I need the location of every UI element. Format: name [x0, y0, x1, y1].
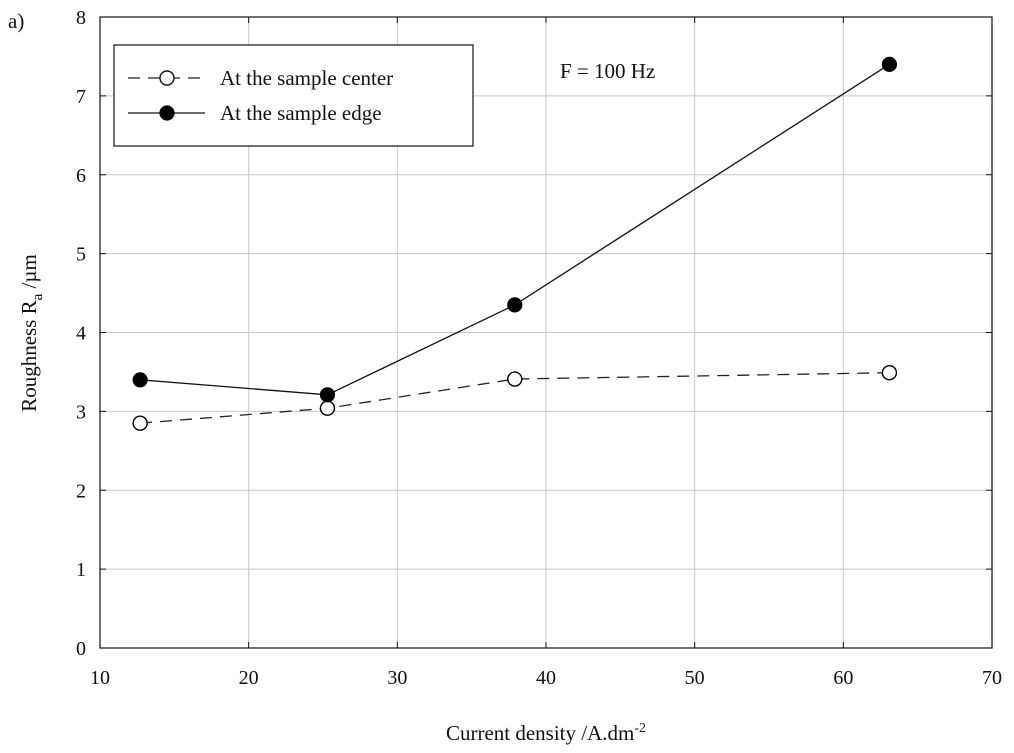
x-tick-label: 10: [90, 667, 110, 689]
y-axis-title-sub: a: [30, 293, 46, 300]
y-tick-label: 4: [76, 323, 86, 345]
y-tick-label: 7: [76, 86, 86, 108]
legend-label-edge: At the sample edge: [220, 101, 382, 125]
data-point-edge: [881, 56, 898, 72]
legend: At the sample center At the sample edge: [113, 44, 474, 147]
y-tick-label: 1: [76, 559, 86, 581]
data-point-edge: [132, 372, 148, 388]
series-layer: [132, 56, 898, 431]
series-line-edge: [140, 63, 890, 396]
y-axis: 0 1 2 3 4 5 6 7 8: [76, 7, 992, 660]
y-tick-label: 8: [76, 7, 86, 29]
legend-marker-edge: [159, 105, 175, 121]
y-axis-title-text: Roughness R: [17, 300, 41, 411]
frequency-annotation: F = 100 Hz: [560, 59, 655, 83]
y-axis-title-unit: /µm: [17, 254, 41, 294]
data-point-center: [881, 365, 898, 381]
data-point-center: [507, 371, 523, 387]
y-tick-label: 2: [76, 480, 86, 502]
x-axis-title-text: Current density /A.dm: [446, 721, 634, 745]
x-axis-title: Current density /A.dm-2: [446, 721, 646, 745]
x-tick-label: 40: [536, 667, 556, 689]
x-axis: 10 20 30 40 50 60 70: [90, 17, 1002, 689]
legend-label-center: At the sample center: [220, 66, 393, 90]
x-tick-label: 30: [387, 667, 407, 689]
legend-marker-center: [159, 70, 175, 86]
x-tick-label: 60: [833, 667, 853, 689]
data-point-edge: [507, 297, 523, 313]
panel-label: a): [8, 9, 24, 33]
y-tick-label: 6: [76, 165, 86, 187]
data-point-center: [319, 400, 336, 416]
legend-box: [113, 44, 474, 147]
y-tick-label: 5: [76, 244, 86, 266]
x-tick-label: 70: [982, 667, 1002, 689]
legend-item-edge: At the sample edge: [128, 101, 382, 125]
series-line-center: [140, 372, 890, 424]
y-tick-label: 3: [76, 401, 86, 423]
x-axis-title-sup: -2: [634, 721, 646, 736]
legend-item-center: At the sample center: [128, 66, 393, 90]
y-tick-label: 0: [76, 638, 86, 660]
y-axis-title: Roughness Ra /µm: [17, 254, 46, 412]
x-tick-label: 20: [239, 667, 259, 689]
x-tick-label: 50: [685, 667, 705, 689]
data-point-edge: [319, 387, 336, 403]
data-point-center: [132, 415, 148, 431]
